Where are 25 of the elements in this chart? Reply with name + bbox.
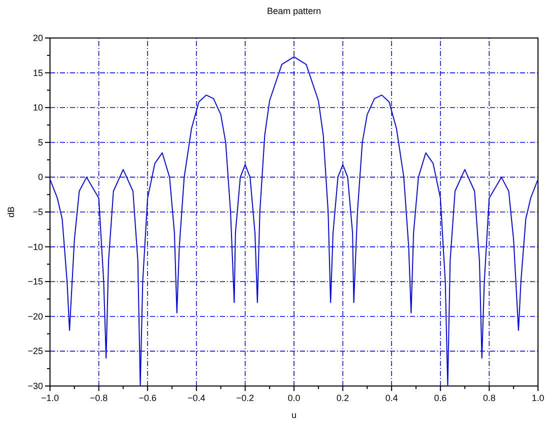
- x-tick-label: −0.8: [90, 393, 108, 403]
- x-tick-label: −1.0: [41, 393, 59, 403]
- y-tick-label: −10: [28, 242, 43, 252]
- x-tick-label: −0.6: [138, 393, 156, 403]
- y-tick-label: −30: [28, 381, 43, 391]
- x-tick-label: 0.2: [336, 393, 350, 403]
- x-tick-label: 0.0: [288, 393, 300, 403]
- y-tick-label: 10: [32, 102, 43, 113]
- y-tick-label: 0: [38, 172, 43, 182]
- x-tick-label: −0.4: [188, 393, 206, 403]
- x-tick-label: 0.8: [482, 393, 496, 403]
- y-axis-title: dB: [6, 206, 16, 218]
- x-tick-label: 1.0: [532, 393, 544, 403]
- x-tick-label: 0.4: [385, 393, 398, 403]
- y-tick-label: −25: [28, 346, 43, 356]
- y-tick-label: 20: [32, 33, 43, 43]
- x-tick-label: −0.2: [236, 393, 254, 403]
- y-tick-label: 5: [38, 137, 43, 148]
- chart-title: Beam pattern: [266, 6, 322, 16]
- y-tick-label: −20: [28, 311, 43, 322]
- x-axis-title: u: [291, 410, 297, 420]
- y-tick-label: −5: [32, 207, 43, 217]
- x-tick-label: 0.6: [434, 393, 447, 403]
- y-tick-label: 15: [32, 68, 43, 78]
- y-tick-label: −15: [28, 276, 43, 287]
